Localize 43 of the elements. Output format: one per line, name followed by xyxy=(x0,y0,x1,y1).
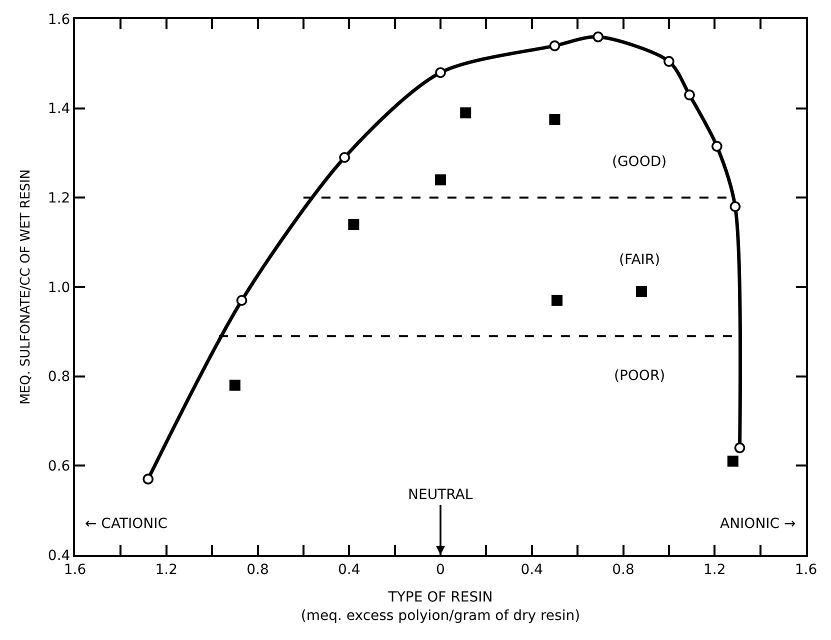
point xyxy=(549,114,560,125)
x-tick-label: 0.4 xyxy=(520,562,544,578)
point xyxy=(734,442,746,454)
y-tick-label: 1.6 xyxy=(48,12,70,28)
point xyxy=(727,456,738,467)
x-tick-label: 0.8 xyxy=(246,562,269,578)
y-tick-label: 0.4 xyxy=(48,548,70,564)
x-tick-label: 1.6 xyxy=(794,562,818,578)
x-tick-label: 0.4 xyxy=(338,562,360,578)
y-tick-label: 1.2 xyxy=(48,190,70,207)
point xyxy=(552,294,562,306)
x-tick-label: 1.2 xyxy=(703,562,726,578)
point xyxy=(435,174,446,186)
point xyxy=(712,140,722,152)
annotation: NEUTRAL xyxy=(408,487,473,503)
y-axis-title: MEQ. SULFONATE/CC OF WET RESIN xyxy=(18,169,34,405)
annotation: (GOOD) xyxy=(612,154,667,170)
annotation: ← CATIONIC xyxy=(85,516,168,532)
point xyxy=(730,201,741,212)
point xyxy=(435,67,446,78)
point xyxy=(636,286,648,297)
annotation: (POOR) xyxy=(614,368,666,384)
point xyxy=(460,107,472,118)
y-tick-label: 1.4 xyxy=(48,101,70,118)
x-axis-title: TYPE OF RESIN (meq. excess polyion/gram of dry resin) xyxy=(300,590,580,624)
annotation: ANIONIC → xyxy=(720,516,796,532)
x-tick-label: 1.2 xyxy=(155,562,178,578)
x-tick-label: 0 xyxy=(436,562,445,578)
y-tick-label: 0.6 xyxy=(48,458,70,475)
point xyxy=(664,56,674,67)
point xyxy=(142,474,154,484)
annotation: (FAIR) xyxy=(619,252,660,268)
y-tick-label: 1.0 xyxy=(48,280,70,296)
x-tick-label: 1.6 xyxy=(64,562,86,578)
point xyxy=(236,295,248,306)
x-tick-label: 0.8 xyxy=(612,562,634,578)
point xyxy=(339,152,350,163)
point xyxy=(684,90,695,100)
point xyxy=(592,31,604,42)
point xyxy=(348,218,360,230)
point xyxy=(229,380,240,391)
point xyxy=(549,40,560,52)
y-tick-label: 0.8 xyxy=(48,369,70,386)
